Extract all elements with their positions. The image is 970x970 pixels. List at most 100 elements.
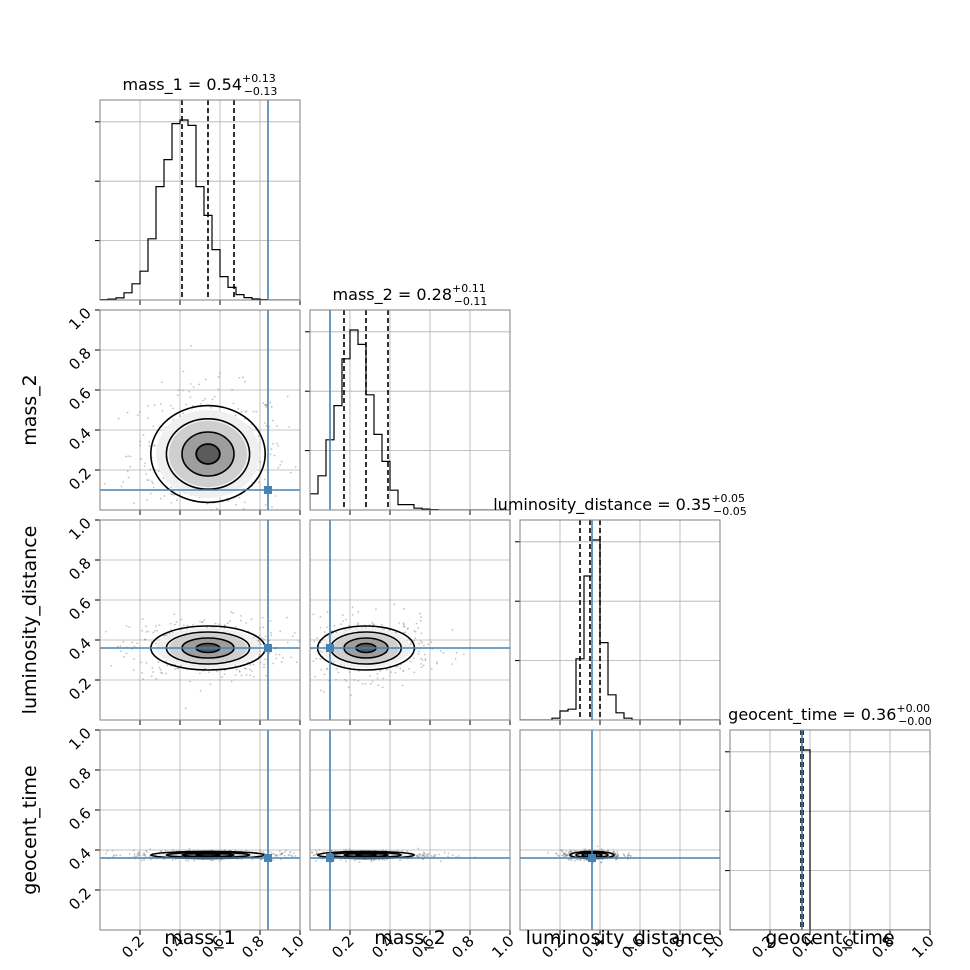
sample-point [273,853,276,856]
sample-point [615,858,617,861]
sample-point [320,641,322,644]
sample-point [312,854,315,857]
sample-point [265,424,268,427]
sample-point [423,653,426,656]
truth-marker [326,644,334,652]
sample-point [242,376,244,379]
sample-point [217,376,220,378]
sample-point [451,663,453,665]
title-plus: +0.13 [242,72,276,85]
sample-point [146,850,148,853]
sample-point [423,855,426,858]
sample-point [239,670,241,673]
sample-point [173,613,176,616]
truth-marker [264,854,272,862]
sample-point [420,640,422,643]
panel-luminosity_distance-mass_1: 0.2 0.4 0.6 0.8 1.0 luminosity_distance [19,514,301,725]
sample-point [575,849,577,852]
sample-point [279,853,282,856]
sample-point [390,671,393,674]
sample-point [379,670,382,672]
sample-point [94,644,96,646]
sample-point [416,855,419,857]
sample-point [600,861,603,864]
y-tick-label: 0.8 [65,554,95,584]
sample-point [291,855,294,858]
sample-point [203,619,206,621]
sample-point [224,624,226,627]
sample-point [152,482,154,485]
sample-point [563,852,566,855]
sample-point [163,495,166,497]
panel-title-mass_2: mass_2 = 0.28+0.11 −0.11 [333,282,488,308]
sample-point [132,502,135,505]
sample-point [249,668,251,671]
sample-point [335,668,338,670]
sample-point [272,852,274,855]
sample-point [617,854,620,857]
sample-point [417,627,419,629]
sample-point [546,851,549,854]
sample-point [139,440,142,443]
sample-point [150,480,153,483]
sample-point [586,859,589,861]
sample-point [417,847,420,850]
title-minus: −0.11 [454,295,488,308]
sample-point [319,626,322,629]
sample-point [370,860,373,862]
sample-point [350,694,352,697]
x-axis-label-mass_2: mass_2 [374,927,446,949]
sample-point [262,402,265,404]
sample-point [145,849,147,852]
sample-point [344,860,347,863]
sample-point [319,657,322,660]
y-tick-label: 1.0 [65,304,95,334]
sample-point [320,668,323,671]
sample-point [306,653,308,655]
histogram-mass_2 [310,329,510,510]
panel-mass_1-mass_1: mass_1 = 0.54+0.13 −0.13 [95,72,301,305]
sample-point [238,376,241,379]
contour-line [150,404,267,504]
sample-point [132,669,135,671]
sample-point [279,853,281,856]
sample-point [145,473,148,475]
sample-point [273,454,276,457]
sample-point [139,444,142,447]
sample-point [145,661,148,664]
sample-point [145,625,148,628]
sample-point [606,849,609,852]
sample-point [249,664,252,666]
sample-point [345,680,348,683]
sample-point [142,434,145,436]
sample-point [208,526,210,528]
panel-luminosity_distance-luminosity_distance: luminosity_distance = 0.35+0.05 −0.05 [493,492,747,725]
panel-frame [99,309,301,511]
sample-point [377,684,380,686]
sample-point [594,849,597,852]
sample-point [280,858,282,861]
sample-point [317,859,319,861]
sample-point [126,411,129,414]
title-plus: +0.00 [896,702,930,715]
sample-point [312,660,315,663]
sample-point [409,642,412,644]
sample-point [275,657,278,660]
sample-point [406,850,409,853]
sample-point [331,660,333,663]
sample-point [269,453,272,456]
truth-marker [588,854,596,862]
sample-point [119,645,122,647]
sample-point [414,648,417,651]
sample-point [422,664,425,667]
sample-point [376,672,379,675]
sample-point [272,419,274,422]
sample-point [168,632,171,635]
sample-point [152,671,154,673]
sample-point [339,859,342,861]
x-axis-label-geocent_time: geocent_time [765,927,894,949]
sample-point [423,852,426,855]
sample-point [143,853,146,856]
sample-point [417,650,420,653]
